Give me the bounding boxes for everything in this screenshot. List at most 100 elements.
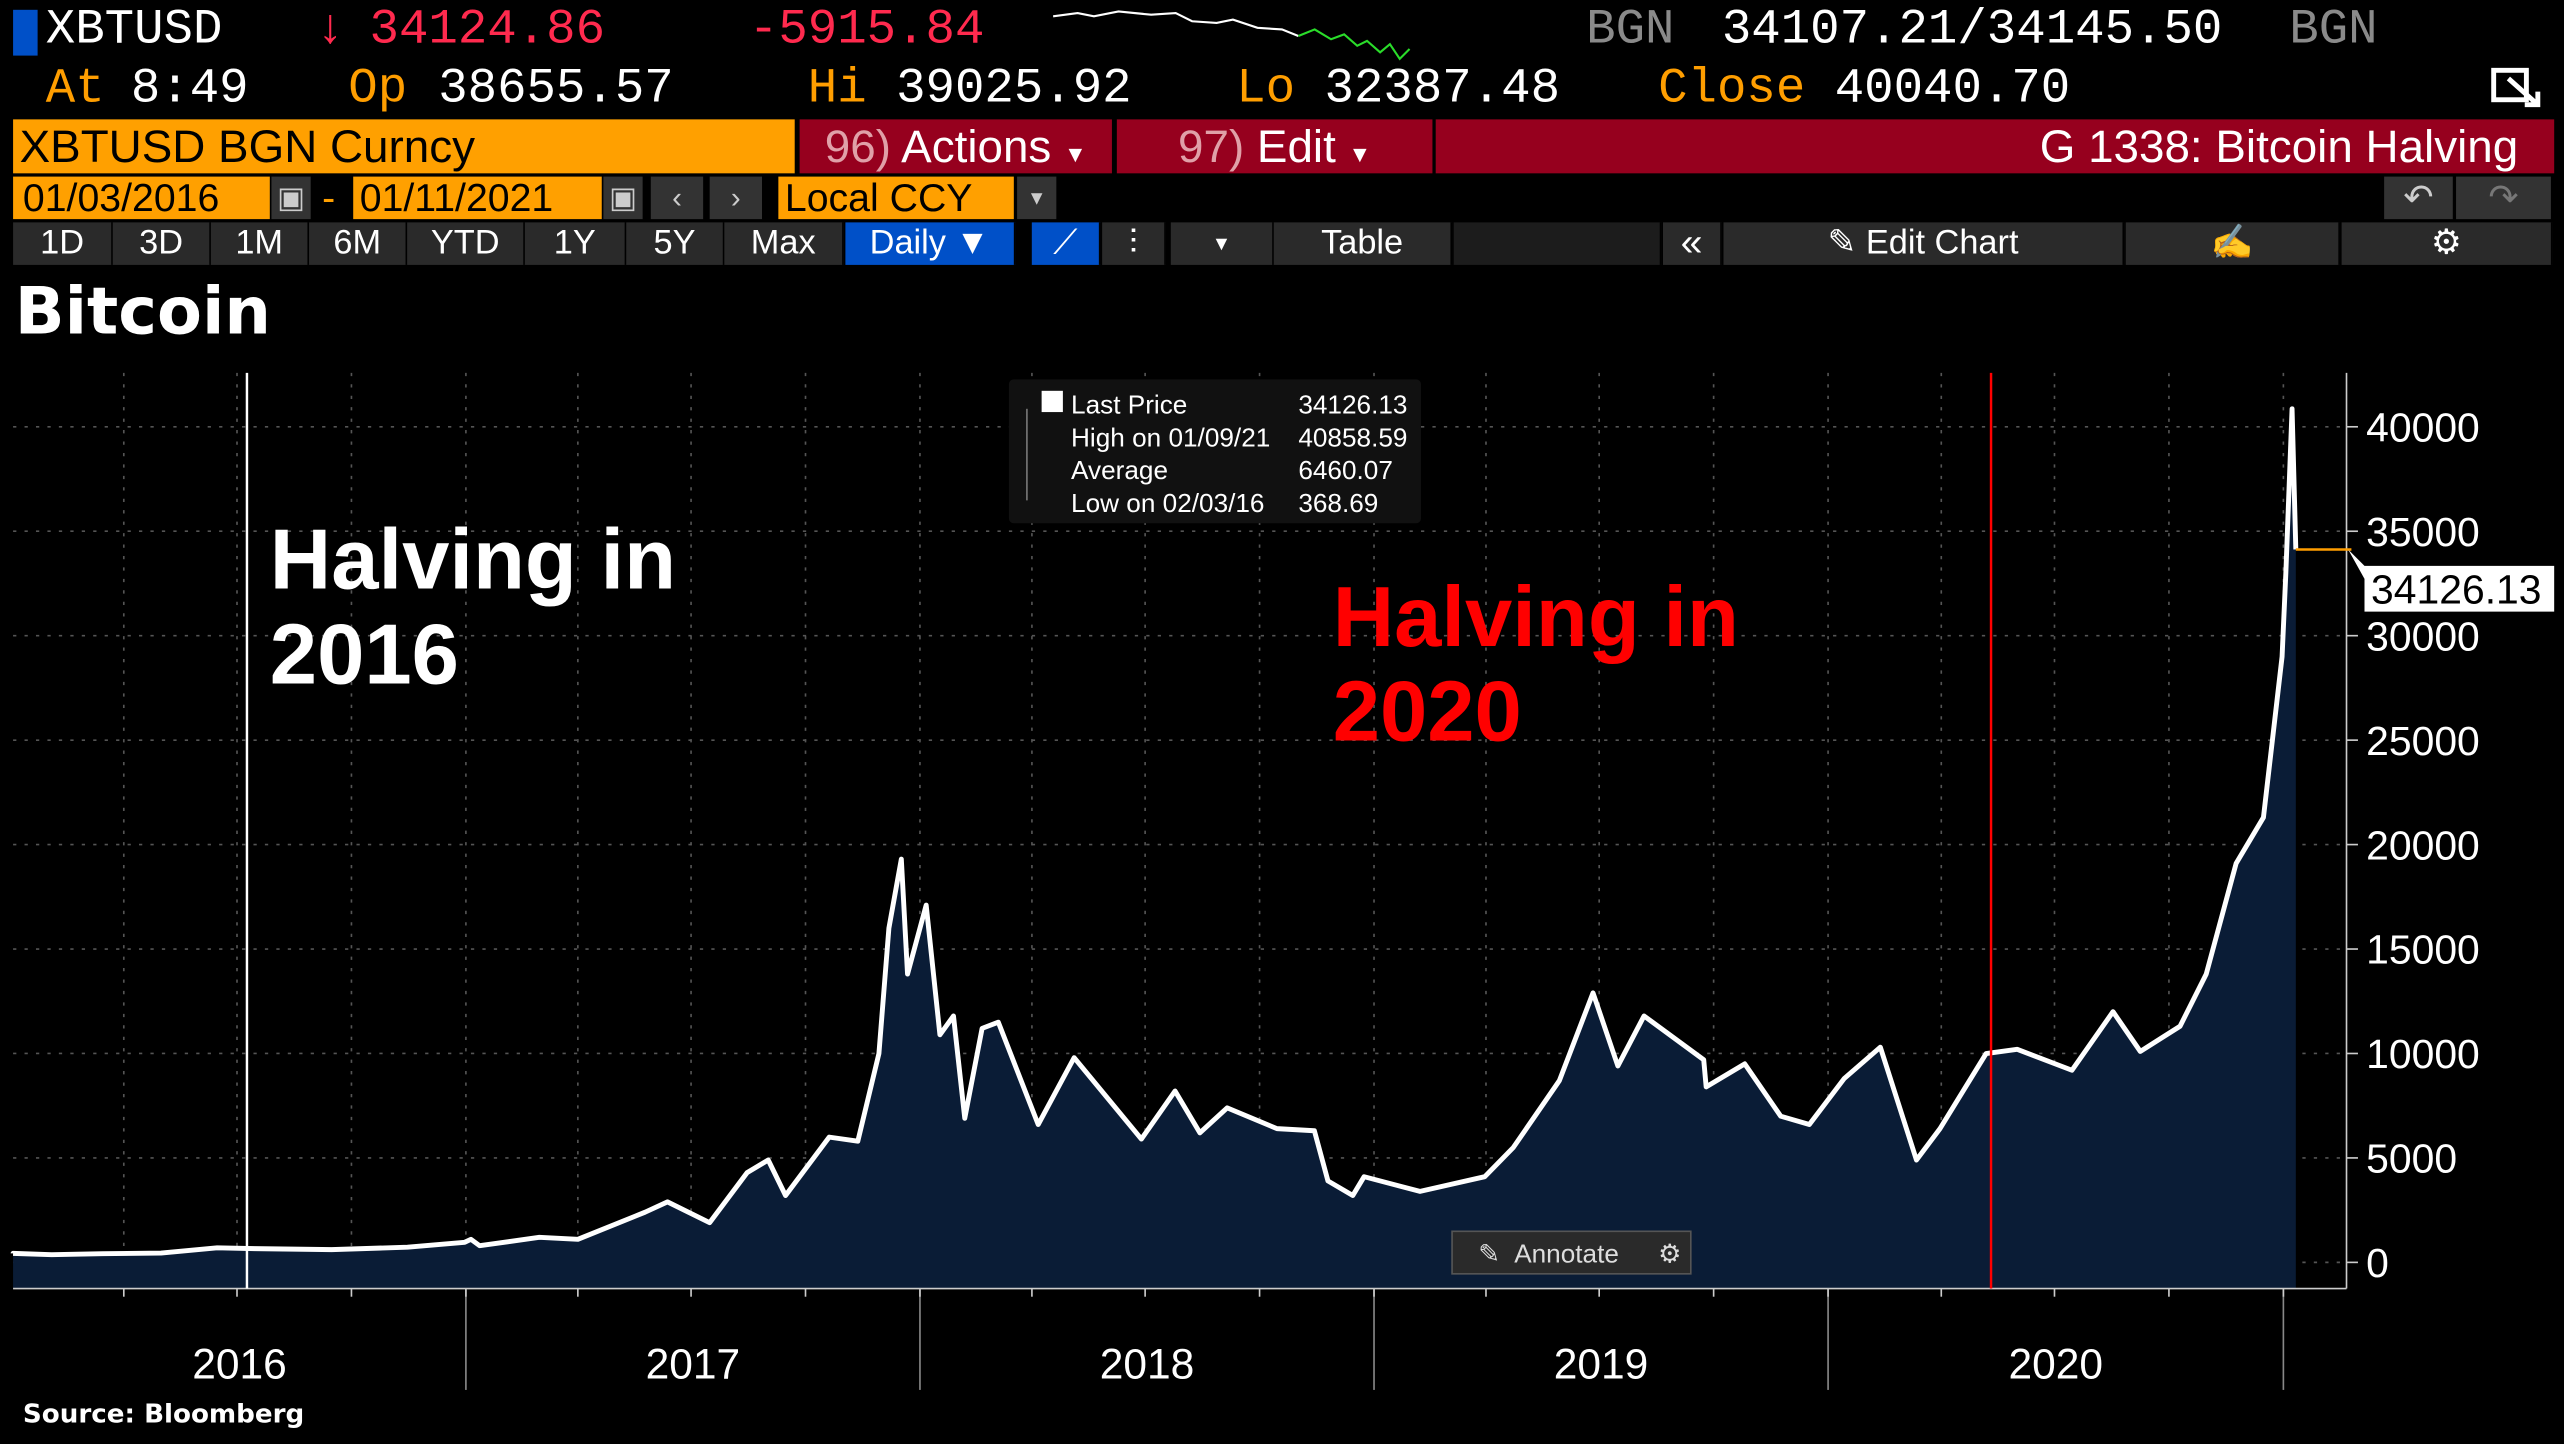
pencil-icon: ✎ bbox=[1478, 1238, 1500, 1268]
low-value: 32387.48 bbox=[1324, 62, 1561, 118]
net-change: -5915.84 bbox=[748, 3, 985, 59]
period-5y[interactable]: 5Y bbox=[626, 222, 725, 265]
close-label: Close bbox=[1658, 62, 1806, 118]
dropdown-arrow-icon: ▼ bbox=[1348, 140, 1372, 167]
bid-ask: 34107.21/34145.50 bbox=[1721, 3, 2223, 59]
chart-title-bar: G 1338: Bitcoin Halving bbox=[1435, 119, 2555, 174]
gear-icon[interactable]: ⚙ bbox=[2341, 222, 2553, 265]
y-tick-label: 35000 bbox=[2366, 509, 2480, 555]
annotate-button[interactable] bbox=[1451, 1230, 1692, 1275]
low-label: Lo bbox=[1236, 62, 1296, 118]
price-chart[interactable]: 0 5000 10000 15000 20000 25000 30000 35000 40000… bbox=[0, 360, 2564, 1407]
security-text: XBTUSD BGN Curncy bbox=[19, 121, 476, 172]
page-title: Bitcoin bbox=[14, 274, 271, 350]
currency-dropdown-icon[interactable]: ▼ bbox=[1017, 176, 1057, 220]
annotation-tool-icon[interactable]: ✍ bbox=[2125, 222, 2340, 265]
chart-type-dropdown-icon[interactable]: ▼ bbox=[1170, 222, 1274, 265]
period-3d[interactable]: 3D bbox=[112, 222, 211, 265]
calendar-icon[interactable]: ▣ bbox=[603, 176, 643, 220]
x-tick-label: 2020 bbox=[2008, 1341, 2103, 1388]
end-date-input[interactable]: 01/11/2021 bbox=[353, 176, 602, 221]
legend-label: Last Price bbox=[1071, 390, 1187, 420]
legend-label: Low on 02/03/16 bbox=[1071, 488, 1264, 518]
legend-value: 34126.13 bbox=[1298, 390, 1407, 420]
y-tick-label: 30000 bbox=[2366, 613, 2480, 659]
actions-label: Actions bbox=[901, 121, 1052, 172]
period-max[interactable]: Max bbox=[724, 222, 844, 265]
legend-label: Average bbox=[1071, 455, 1168, 485]
start-date-input[interactable]: 01/03/2016 bbox=[13, 176, 270, 221]
y-tick-label: 10000 bbox=[2366, 1031, 2480, 1077]
x-tick-label: 2019 bbox=[1554, 1341, 1649, 1388]
y-tick-label: 15000 bbox=[2366, 927, 2480, 973]
period-6m[interactable]: 6M bbox=[309, 222, 408, 265]
legend-label: High on 01/09/21 bbox=[1071, 422, 1270, 452]
actions-menu-button[interactable]: 96) Actions ▼ bbox=[799, 119, 1112, 174]
actions-number: 96) bbox=[824, 121, 891, 172]
high-label: Hi bbox=[807, 62, 867, 118]
down-arrow-icon: ↓ bbox=[315, 3, 346, 59]
popout-icon[interactable] bbox=[2489, 65, 2551, 114]
x-tick-label: 2018 bbox=[1100, 1341, 1195, 1388]
legend-value: 368.69 bbox=[1298, 488, 1378, 518]
ticker-marker bbox=[13, 9, 38, 56]
last-price: 34124.86 bbox=[369, 3, 606, 59]
bar-chart-type-icon[interactable]: ⫶ bbox=[1102, 222, 1166, 265]
edit-chart-button[interactable]: ✎ Edit Chart bbox=[1723, 222, 2125, 265]
source-label: Source: Bloomberg bbox=[22, 1398, 305, 1430]
line-chart-icon[interactable]: ⟋ bbox=[1031, 222, 1101, 265]
close-value: 40040.70 bbox=[1834, 62, 2071, 118]
x-tick-label: 2016 bbox=[192, 1341, 287, 1388]
period-1y[interactable]: 1Y bbox=[524, 222, 627, 265]
halving-label: Halving in bbox=[1333, 570, 1739, 665]
last-price-tag bbox=[2348, 549, 2555, 612]
undo-icon[interactable]: ↶ bbox=[2384, 176, 2453, 220]
gear-icon: ⚙ bbox=[1658, 1238, 1681, 1268]
halving-label: Halving in bbox=[270, 513, 676, 608]
legend-value: 40858.59 bbox=[1298, 422, 1407, 452]
at-value: 8:49 bbox=[130, 62, 249, 118]
open-label: Op bbox=[348, 62, 408, 118]
legend-value: 6460.07 bbox=[1298, 455, 1393, 485]
legend-box bbox=[1008, 379, 1421, 524]
calendar-icon[interactable]: ▣ bbox=[271, 176, 311, 220]
frequency-dropdown[interactable]: Daily ▼ bbox=[845, 222, 1016, 265]
price-area bbox=[13, 408, 2296, 1289]
halving-label: 2020 bbox=[1333, 665, 1522, 760]
period-ytd[interactable]: YTD bbox=[407, 222, 525, 265]
currency-select[interactable]: Local CCY bbox=[778, 176, 1014, 221]
sparkline-icon bbox=[1053, 10, 1411, 61]
toolbar-spacer bbox=[1453, 222, 1662, 265]
ticker: XBTUSD bbox=[45, 3, 223, 59]
last-price-swatch bbox=[1041, 390, 1063, 413]
redo-icon[interactable]: ↷ bbox=[2456, 176, 2551, 220]
security-field[interactable]: XBTUSD BGN Curncy bbox=[13, 119, 795, 174]
annotate-label: Annotate bbox=[1514, 1238, 1619, 1268]
y-tick-label: 40000 bbox=[2366, 405, 2480, 451]
pencil-icon: ✎ bbox=[1827, 224, 1857, 262]
open-value: 38655.57 bbox=[438, 62, 674, 118]
table-button[interactable]: Table bbox=[1273, 222, 1453, 265]
high-value: 39025.92 bbox=[896, 62, 1132, 118]
date-separator: - bbox=[322, 176, 336, 221]
last-price-tag-label: 34126.13 bbox=[2371, 566, 2542, 612]
chart-function-title: G 1338: Bitcoin Halving bbox=[2039, 121, 2519, 172]
y-tick-label: 25000 bbox=[2366, 718, 2480, 764]
ask-source: BGN bbox=[2289, 3, 2378, 59]
edit-menu-button[interactable]: 97) Edit ▼ bbox=[1116, 119, 1433, 174]
period-1d[interactable]: 1D bbox=[13, 222, 113, 265]
collapse-button[interactable]: « bbox=[1662, 222, 1722, 265]
frequency-label: Daily bbox=[869, 224, 946, 262]
at-label: At bbox=[45, 62, 105, 118]
y-tick-label: 5000 bbox=[2366, 1136, 2457, 1182]
x-tick-label: 2017 bbox=[646, 1341, 741, 1388]
edit-chart-label: Edit Chart bbox=[1865, 224, 2019, 262]
previous-arrow-icon[interactable]: ‹ bbox=[650, 176, 704, 220]
period-1m[interactable]: 1M bbox=[210, 222, 310, 265]
next-arrow-icon[interactable]: › bbox=[709, 176, 763, 220]
bid-source: BGN bbox=[1586, 3, 1675, 59]
halving-label: 2016 bbox=[270, 608, 459, 703]
edit-label: Edit bbox=[1256, 121, 1336, 172]
y-tick-label: 0 bbox=[2366, 1240, 2389, 1286]
dropdown-arrow-icon: ▼ bbox=[955, 224, 990, 262]
